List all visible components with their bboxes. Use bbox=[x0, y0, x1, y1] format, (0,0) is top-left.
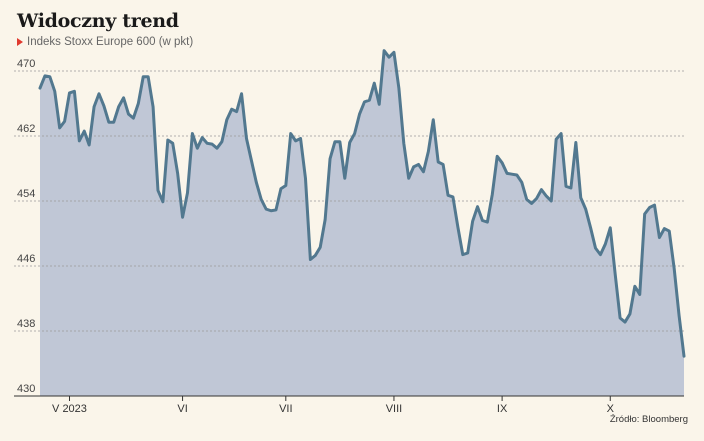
y-tick-label: 470 bbox=[17, 58, 35, 70]
y-tick-label: 438 bbox=[17, 318, 35, 330]
x-tick-label: VII bbox=[279, 403, 292, 415]
chart-title: Widoczny trend bbox=[17, 10, 179, 32]
x-tick-label: X bbox=[607, 403, 615, 415]
source-note: Źródło: Bloomberg bbox=[609, 414, 688, 425]
x-tick-label: IX bbox=[497, 403, 508, 415]
chart-subtitle: Indeks Stoxx Europe 600 (w pkt) bbox=[17, 36, 193, 48]
y-tick-label: 446 bbox=[17, 253, 35, 265]
x-tick-label: VI bbox=[177, 403, 187, 415]
y-tick-label: 454 bbox=[17, 188, 35, 200]
subtitle-text: Indeks Stoxx Europe 600 (w pkt) bbox=[27, 36, 194, 48]
y-tick-label: 430 bbox=[17, 383, 35, 395]
series-line bbox=[38, 49, 686, 358]
x-tick-label: VIII bbox=[386, 403, 403, 415]
red-triangle-icon bbox=[17, 38, 23, 46]
x-tick-label: V 2023 bbox=[52, 403, 87, 415]
area-fill bbox=[40, 50, 684, 396]
y-tick-label: 462 bbox=[17, 123, 35, 135]
